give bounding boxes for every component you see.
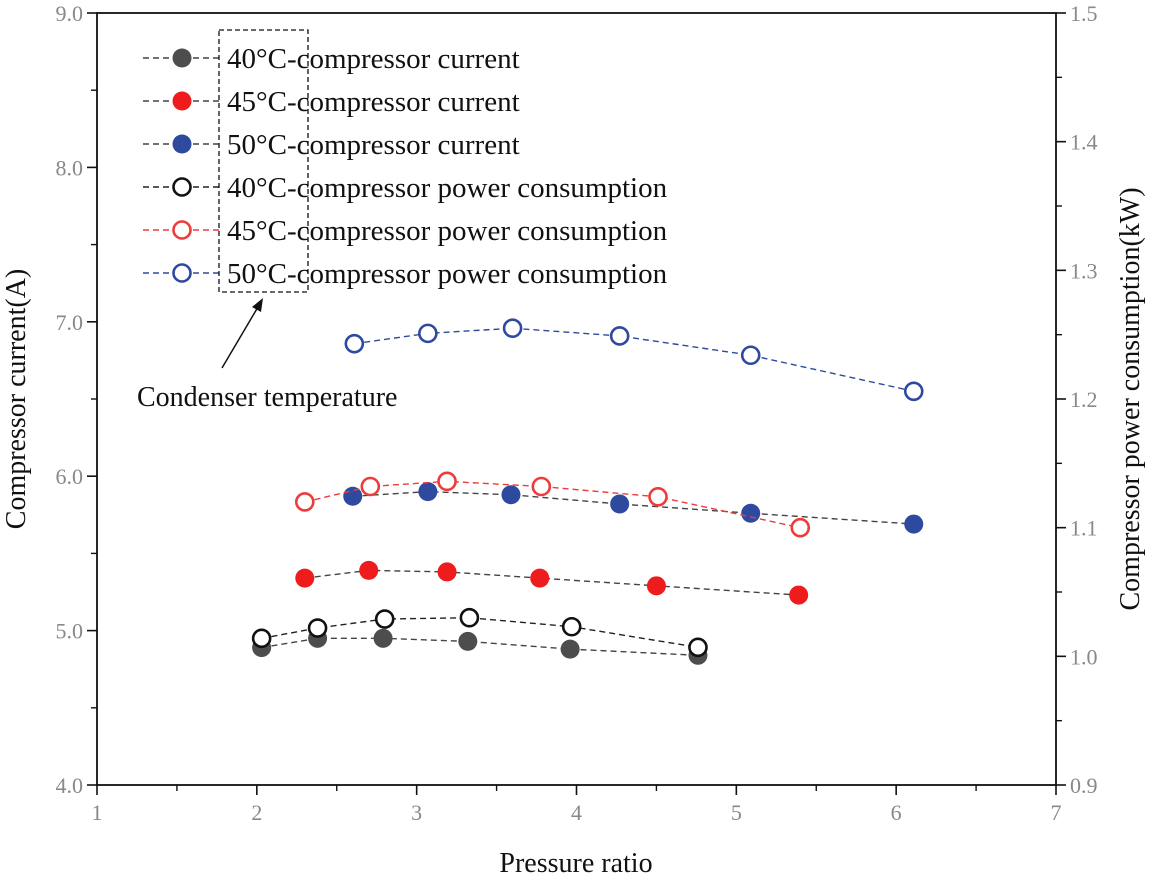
data-point (646, 576, 666, 596)
data-point (307, 618, 328, 638)
data-point (458, 631, 478, 651)
y-right-tick-label: 1.3 (1070, 258, 1098, 283)
x-tick-label: 7 (1051, 800, 1062, 825)
legend-item: 45°C-compressor power consumption (143, 215, 668, 247)
data-point (501, 485, 521, 505)
legend-item: 50°C-compressor current (143, 129, 520, 161)
legend-label: 40°C-compressor current (227, 43, 520, 75)
data-point (789, 585, 809, 605)
y-left-tick-label: 7.0 (56, 310, 84, 335)
x-tick-label: 6 (891, 800, 902, 825)
series-4 (294, 471, 811, 538)
data-point (903, 381, 924, 402)
legend-marker (172, 91, 192, 111)
data-point (459, 607, 480, 628)
x-tick-label: 1 (92, 800, 103, 825)
legend-item: 45°C-compressor current (143, 86, 520, 118)
data-point (561, 616, 582, 637)
x-tick-label: 3 (411, 800, 422, 825)
x-tick-label: 4 (571, 800, 582, 825)
annotation-arrow-line (221, 306, 259, 369)
annotation-condenser-temperature: Condenser temperature (137, 382, 397, 413)
y-right-tick-label: 1.4 (1070, 130, 1098, 155)
data-point (360, 476, 381, 497)
data-point (359, 560, 379, 580)
series-line (261, 637, 699, 657)
y-axis-right: 0.9 1.0 1.1 1.2 1.3 1.4 1.5 (1056, 1, 1098, 798)
x-tick-label: 2 (251, 800, 262, 825)
x-axis-title: Pressure ratio (499, 848, 652, 879)
data-point (418, 482, 438, 502)
legend-label: 40°C-compressor power consumption (227, 172, 668, 204)
data-point (437, 562, 457, 582)
series-layer (251, 318, 924, 665)
series-line (304, 480, 801, 529)
legend-marker (172, 177, 192, 197)
series-line (261, 617, 699, 649)
y-left-tick-label: 8.0 (56, 155, 84, 180)
legend-label: 50°C-compressor power consumption (227, 258, 668, 290)
data-point (251, 628, 272, 649)
legend-marker (172, 220, 192, 240)
data-point (530, 568, 550, 588)
series-5 (344, 318, 924, 402)
data-point (437, 471, 457, 492)
annotation-arrow-head (252, 298, 263, 312)
data-point (531, 476, 552, 497)
data-point (295, 568, 315, 588)
data-point (418, 323, 438, 344)
y-left-tick-label: 4.0 (56, 773, 84, 798)
y-axis-left: 4.0 5.0 6.0 7.0 8.0 9.0 (56, 1, 97, 798)
condenser-temperature-box (218, 29, 309, 293)
data-point (790, 517, 811, 538)
y-axis-left-title: Compressor current(A) (1, 269, 32, 529)
data-point (741, 503, 761, 523)
y-right-tick-label: 1.0 (1070, 644, 1098, 669)
x-tick-label: 5 (731, 800, 742, 825)
legend: 40°C-compressor current 45°C-compressor c… (143, 43, 668, 290)
series-line (352, 490, 914, 525)
data-point (344, 333, 365, 354)
legend-label: 50°C-compressor current (227, 129, 520, 161)
x-axis: 1 2 3 4 5 6 7 (92, 785, 1062, 825)
legend-marker (172, 263, 192, 283)
data-point (374, 609, 395, 629)
y-axis-right-title: Compressor power consumption(kW) (1115, 187, 1146, 610)
series-line (354, 327, 914, 392)
series-2 (343, 482, 924, 534)
y-left-tick-label: 6.0 (56, 464, 84, 489)
data-point (373, 628, 393, 648)
legend-label: 45°C-compressor power consumption (227, 215, 668, 247)
data-point (648, 486, 668, 507)
data-point (904, 514, 924, 534)
legend-label: 45°C-compressor current (227, 86, 520, 118)
y-left-tick-label: 9.0 (56, 1, 84, 26)
series-line (304, 569, 799, 596)
y-left-tick-label: 5.0 (56, 619, 84, 644)
y-right-tick-label: 0.9 (1070, 773, 1098, 798)
data-point (610, 494, 630, 514)
data-point (740, 345, 761, 366)
series-3 (251, 607, 708, 658)
series-1 (295, 560, 809, 605)
legend-marker (172, 48, 192, 68)
data-point (688, 637, 708, 658)
y-right-tick-label: 1.1 (1070, 516, 1098, 541)
data-point (502, 318, 523, 339)
data-point (609, 326, 630, 346)
legend-item: 40°C-compressor power consumption (143, 172, 668, 204)
y-right-tick-label: 1.5 (1070, 1, 1098, 26)
data-point (560, 639, 580, 659)
data-point (294, 492, 315, 512)
legend-marker (172, 134, 192, 154)
legend-item: 50°C-compressor power consumption (143, 258, 668, 290)
y-right-tick-label: 1.2 (1070, 387, 1098, 412)
legend-item: 40°C-compressor current (143, 43, 520, 75)
